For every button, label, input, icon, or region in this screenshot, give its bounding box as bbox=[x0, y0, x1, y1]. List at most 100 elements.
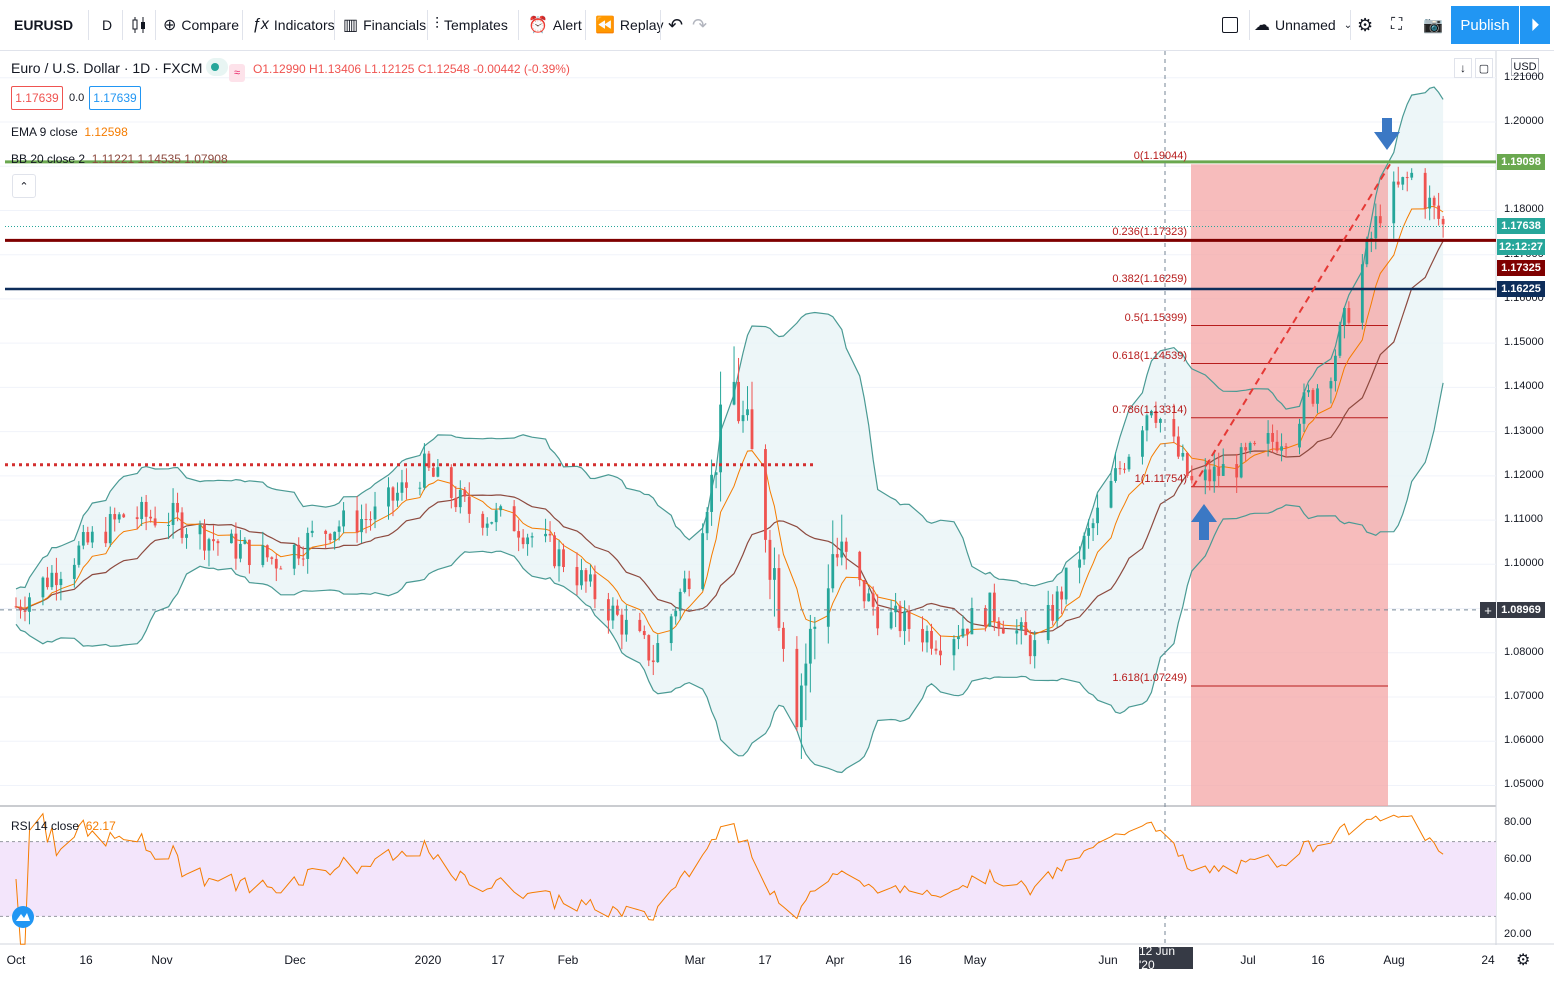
candle-body bbox=[1212, 466, 1216, 482]
candle-body bbox=[436, 467, 440, 477]
templates-button[interactable]: ⫶ Templates bbox=[435, 16, 508, 33]
time-tick: 16 bbox=[898, 953, 912, 967]
candle-body bbox=[373, 506, 377, 520]
indicators-button[interactable]: ƒx Indicators bbox=[252, 16, 335, 33]
bb-legend[interactable]: BB 20 close 2 1.11221 1.14535 1.07908 bbox=[11, 152, 228, 166]
candle-body bbox=[1087, 528, 1090, 536]
ohlc-values: O1.12990 H1.13406 L1.12125 C1.12548 -0.0… bbox=[253, 62, 570, 76]
sell-button[interactable]: 1.17639 bbox=[11, 86, 63, 110]
fib-level-label: 1(1.11754) bbox=[1134, 472, 1187, 485]
maximize-pane-button[interactable]: ▢ bbox=[1475, 58, 1493, 78]
candle-body bbox=[624, 619, 628, 635]
candle-body bbox=[1396, 181, 1400, 185]
time-tick: Dec bbox=[284, 953, 306, 967]
candle-body bbox=[1082, 535, 1086, 560]
interval-button[interactable]: D bbox=[102, 17, 113, 33]
candle-body bbox=[1060, 591, 1064, 600]
time-tick: Aug bbox=[1383, 953, 1405, 967]
fullscreen-button[interactable]: ⛶ bbox=[1391, 0, 1402, 50]
candle-body bbox=[1208, 469, 1212, 482]
bb-lower-line bbox=[15, 382, 1444, 774]
candle-body bbox=[1051, 604, 1055, 621]
alert-button[interactable]: ⏰ Alert bbox=[528, 17, 582, 34]
candle-body bbox=[1284, 446, 1288, 448]
publish-idea-button[interactable]: ⏵ bbox=[1520, 6, 1550, 44]
collapse-legend-button[interactable]: ⌃ bbox=[12, 174, 36, 198]
candle-body bbox=[1118, 468, 1122, 470]
ema-legend[interactable]: EMA 9 close 1.12598 bbox=[11, 125, 128, 139]
fullscreen-icon: ⛶ bbox=[1391, 16, 1403, 33]
candle-body bbox=[992, 592, 996, 622]
candle-body bbox=[279, 568, 283, 570]
candle-body bbox=[54, 572, 58, 586]
candle-body bbox=[741, 415, 745, 422]
spread-value: 0.0 bbox=[69, 92, 85, 104]
fib-level-label: 0(1.19044) bbox=[1133, 150, 1187, 163]
candle-body bbox=[81, 532, 85, 546]
candle-body bbox=[1298, 423, 1301, 448]
time-tick: 2020 bbox=[414, 953, 442, 967]
candle-body bbox=[1334, 355, 1337, 382]
candle-body bbox=[1181, 452, 1185, 457]
candle-body bbox=[544, 533, 547, 537]
candle-body bbox=[342, 510, 346, 527]
candle-body bbox=[773, 568, 776, 580]
symbol-search[interactable]: EURUSD bbox=[14, 17, 74, 33]
undo-icon: ↶ bbox=[668, 14, 684, 35]
candle-body bbox=[203, 524, 206, 551]
buy-button[interactable]: 1.17639 bbox=[89, 86, 141, 110]
candle-body bbox=[1428, 197, 1432, 209]
candle-body bbox=[149, 516, 153, 519]
compare-button[interactable]: ⊕ Compare bbox=[163, 17, 239, 34]
candle-body bbox=[1266, 433, 1270, 444]
financials-button[interactable]: ▥ Financials bbox=[343, 17, 427, 34]
candle-body bbox=[41, 577, 45, 598]
candle-body bbox=[1141, 430, 1144, 457]
redo-button[interactable]: ↷ bbox=[692, 0, 707, 50]
candle-body bbox=[548, 533, 552, 536]
candle-body bbox=[494, 510, 498, 523]
crosshair-plus-button[interactable]: + bbox=[1480, 602, 1496, 618]
candle-body bbox=[638, 619, 642, 631]
price-tick: 1.15000 bbox=[1504, 336, 1544, 349]
fib-level-label: 0.618(1.14539) bbox=[1112, 349, 1187, 362]
replay-button[interactable]: ⏪ Replay bbox=[595, 17, 664, 34]
undo-button[interactable]: ↶ bbox=[668, 0, 683, 50]
candle-body bbox=[499, 506, 503, 511]
candle-body bbox=[328, 533, 332, 540]
snapshot-button[interactable]: 📷 bbox=[1423, 0, 1443, 50]
scroll-down-button[interactable]: ↓ bbox=[1454, 58, 1472, 78]
time-tick: 17 bbox=[491, 953, 505, 967]
candle-body bbox=[185, 534, 188, 538]
candle-body bbox=[19, 606, 22, 611]
candle-body bbox=[782, 627, 785, 649]
candle-body bbox=[1378, 216, 1382, 224]
chart-canvas[interactable] bbox=[0, 51, 1554, 984]
candle-body bbox=[1275, 441, 1279, 451]
rewind-icon: ⏪ bbox=[595, 17, 615, 34]
fib-zone bbox=[1191, 164, 1388, 806]
candle-body bbox=[620, 614, 624, 635]
axis-settings-button[interactable]: ⚙ bbox=[1516, 950, 1530, 970]
candle-body bbox=[364, 519, 368, 521]
chart-style-button[interactable] bbox=[131, 0, 147, 50]
select-layout-checkbox[interactable] bbox=[1222, 0, 1238, 50]
candle-body bbox=[1001, 628, 1005, 634]
publish-button[interactable]: Publish bbox=[1451, 6, 1519, 44]
time-tick: May bbox=[963, 953, 987, 967]
candle-body bbox=[1150, 410, 1153, 416]
candle-body bbox=[656, 643, 660, 663]
tradingview-logo[interactable] bbox=[12, 906, 34, 928]
layout-menu[interactable]: ☁ Unnamed ⌄ bbox=[1254, 17, 1353, 34]
candle-body bbox=[108, 514, 112, 544]
price-tick: 1.10000 bbox=[1504, 557, 1544, 570]
rsi-legend[interactable]: RSI 14 close 62.17 bbox=[11, 819, 116, 833]
price-axis-label: 12:12:27 bbox=[1497, 239, 1545, 256]
candle-body bbox=[458, 489, 462, 508]
candle-body bbox=[1158, 418, 1162, 423]
currency-button[interactable]: USD bbox=[1511, 58, 1539, 76]
settings-button[interactable]: ⚙ bbox=[1357, 0, 1373, 50]
candle-body bbox=[674, 610, 678, 617]
candle-body bbox=[274, 558, 278, 569]
candle-body bbox=[804, 663, 808, 686]
